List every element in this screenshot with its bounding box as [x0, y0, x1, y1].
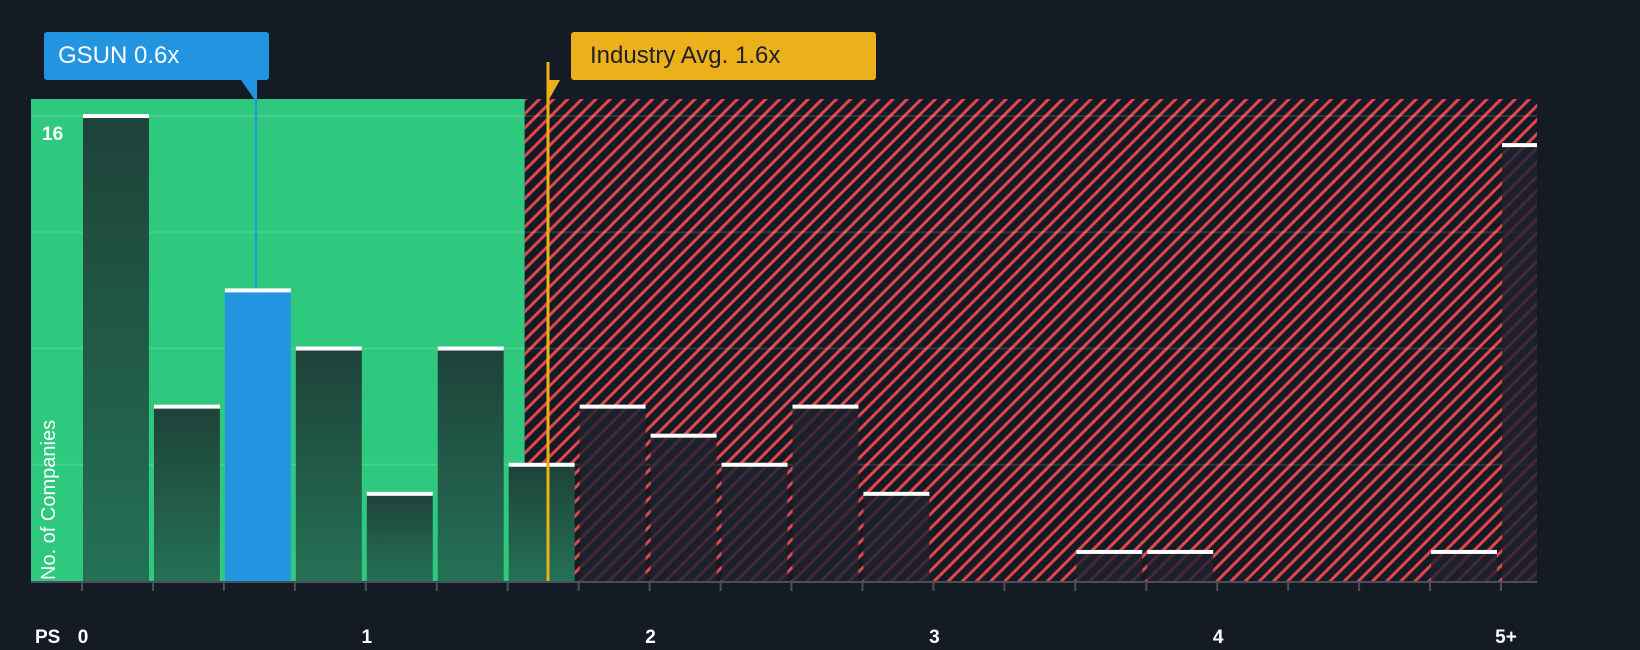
- bar-top-marker: [1431, 549, 1497, 554]
- histogram-bar: [1147, 551, 1214, 581]
- histogram-bar: [1502, 145, 1537, 581]
- histogram-bar: [650, 435, 717, 581]
- company-callout-pointer: [241, 80, 257, 103]
- x-axis-unit: PS: [35, 627, 61, 648]
- x-tick-label: 2: [645, 627, 656, 648]
- bar-top-marker: [721, 462, 788, 467]
- bar-top-marker: [1076, 549, 1143, 554]
- histogram-bar: [508, 464, 575, 581]
- bar-top-marker: [792, 404, 859, 409]
- bar-top-marker: [295, 346, 362, 351]
- x-tick-label: 4: [1212, 627, 1224, 648]
- bar-top-marker: [1147, 549, 1214, 554]
- company-bar: [224, 290, 291, 581]
- reference-lines: [241, 62, 560, 581]
- industry-callout-pointer: [547, 80, 560, 103]
- histogram-bar: [863, 493, 930, 581]
- bar-top-marker: [1502, 143, 1537, 148]
- histogram-bar: [1076, 551, 1143, 581]
- bar-top-marker: [863, 491, 930, 496]
- x-tick-label: 3: [929, 627, 940, 648]
- bar-top-marker: [83, 114, 149, 119]
- y-axis-max-tick: 16: [42, 124, 64, 145]
- bar-top-marker: [153, 404, 220, 409]
- histogram-bar: [83, 116, 149, 581]
- bar-top-marker: [437, 346, 504, 351]
- histogram-bar: [792, 406, 859, 581]
- histogram-bar: [579, 406, 646, 581]
- histogram-bars: [83, 114, 1537, 581]
- histogram-bar: [295, 348, 362, 581]
- bar-top-marker: [366, 491, 433, 496]
- histogram-bar: [366, 493, 433, 581]
- bar-top-marker: [650, 433, 717, 438]
- company-ps-callout: GSUN 0.6x: [44, 32, 269, 80]
- industry-average-callout: Industry Avg. 1.6x: [571, 32, 876, 80]
- histogram-bar: [1431, 551, 1497, 581]
- histogram-bar: [153, 406, 220, 581]
- bar-top-marker: [579, 404, 646, 409]
- bar-top-marker: [508, 462, 575, 467]
- x-tick-label: 5+: [1495, 627, 1517, 648]
- x-axis: [31, 581, 1537, 591]
- histogram-bar: [437, 348, 504, 581]
- bar-top-marker: [224, 288, 291, 293]
- x-tick-label: 0: [77, 627, 89, 648]
- x-tick-label: 1: [361, 627, 373, 648]
- y-axis-label: No. of Companies: [38, 419, 60, 580]
- histogram-bar: [721, 464, 788, 581]
